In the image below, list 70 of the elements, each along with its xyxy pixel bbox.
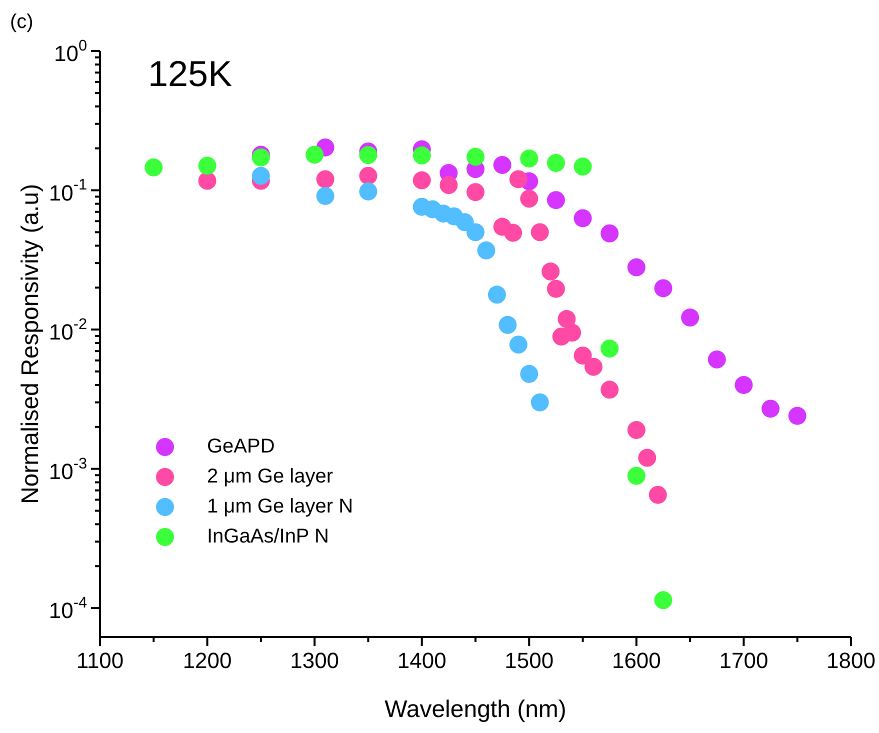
point	[504, 224, 522, 242]
point	[252, 166, 270, 185]
point	[558, 310, 576, 328]
point	[600, 224, 619, 242]
point	[144, 158, 163, 176]
point	[546, 280, 565, 298]
point	[359, 166, 378, 185]
point	[466, 183, 484, 202]
point	[530, 223, 549, 242]
x-tick-label: 1100	[76, 648, 124, 674]
point	[520, 150, 538, 168]
point	[412, 171, 431, 190]
x-axis-title: Wavelength (nm)	[384, 696, 566, 723]
point	[627, 466, 646, 485]
point	[509, 170, 528, 188]
point	[456, 213, 474, 232]
legend-label: 1 μm Ge layer N	[207, 496, 354, 518]
point	[546, 154, 565, 172]
text: (c)	[10, 11, 34, 33]
point	[198, 172, 216, 190]
point	[762, 400, 780, 418]
point	[563, 324, 582, 342]
point	[654, 279, 672, 298]
y-axis-title: Normalised Responsivity (a.u)	[17, 184, 44, 504]
point	[542, 262, 560, 281]
legend-label: GeAPD	[207, 436, 275, 458]
x-tick-label: 1500	[504, 648, 554, 674]
point	[627, 420, 646, 439]
legend-label: 2 μm Ge layer	[207, 466, 334, 488]
point	[734, 376, 753, 394]
point	[600, 340, 619, 358]
point	[493, 156, 512, 174]
point	[574, 209, 592, 228]
x-tick-label: 1700	[719, 648, 768, 674]
point	[509, 336, 528, 354]
point	[316, 186, 334, 205]
point	[520, 364, 538, 383]
annotation: 125K	[148, 53, 232, 94]
point	[584, 358, 603, 376]
x-tick-label: 1200	[182, 648, 232, 674]
point	[316, 170, 334, 188]
point	[498, 316, 517, 334]
point	[306, 146, 324, 164]
point	[488, 286, 506, 304]
x-tick-label: 1800	[826, 648, 876, 674]
point	[520, 190, 538, 208]
point	[574, 158, 592, 176]
point	[681, 308, 700, 327]
point	[654, 591, 672, 610]
point	[546, 191, 565, 210]
point	[638, 448, 656, 467]
point	[359, 146, 378, 164]
point	[648, 486, 667, 504]
point	[708, 350, 726, 368]
point	[574, 346, 592, 365]
point	[412, 146, 431, 164]
point	[788, 406, 806, 425]
legend-label: InGaAs/InP N	[207, 526, 329, 548]
point	[477, 241, 496, 260]
point	[359, 182, 378, 200]
point	[627, 258, 646, 276]
point	[466, 148, 484, 166]
point	[600, 380, 619, 399]
point	[530, 393, 549, 412]
x-tick-label: 1300	[290, 648, 340, 674]
x-tick-label: 1600	[612, 648, 661, 674]
point	[466, 223, 484, 242]
point	[440, 176, 458, 194]
point	[198, 156, 216, 175]
x-tick-label: 1400	[397, 648, 446, 674]
